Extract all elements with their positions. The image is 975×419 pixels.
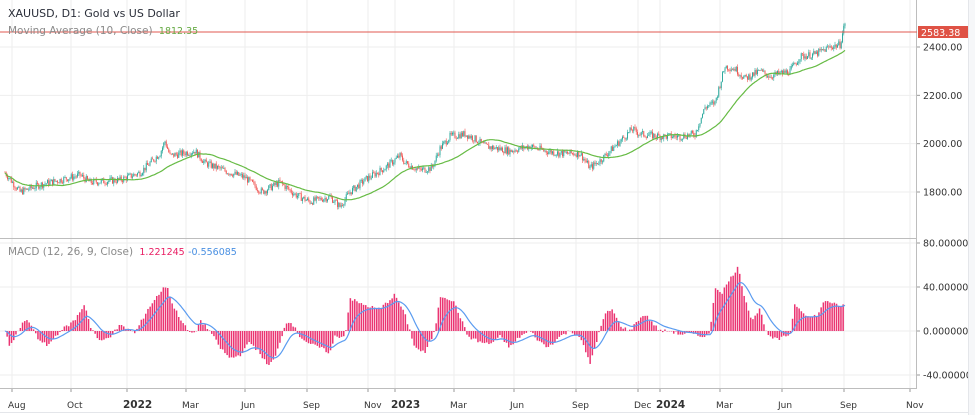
price-pane-legend: XAUUSD, D1: Gold vs US Dollar xyxy=(8,7,180,20)
macd-legend[interactable]: MACD (12, 26, 9, Close) 1.221245 -0.5560… xyxy=(8,246,237,258)
time-axis-label: Dec xyxy=(634,401,651,411)
price-axis-tick: 2400.00 xyxy=(923,43,962,54)
macd-axis-tick: 80.000000 xyxy=(923,239,974,250)
time-axis-label: Oct xyxy=(67,401,83,411)
time-axis-label: Jun xyxy=(777,401,792,411)
ma-label: Moving Average (10, Close) xyxy=(8,25,153,37)
time-axis-label: Jun xyxy=(509,401,524,411)
time-axis-label: 2024 xyxy=(656,399,685,411)
price-axis-tick: 2000.00 xyxy=(923,139,962,150)
time-axis-label: Mar xyxy=(716,401,733,411)
time-axis-label: Mar xyxy=(450,401,467,411)
macd-label: MACD (12, 26, 9, Close) xyxy=(8,246,133,258)
time-axis-label: Nov xyxy=(364,401,382,411)
symbol-title: XAUUSD, D1: Gold vs US Dollar xyxy=(8,7,180,20)
macd-axis-tick: 40.000000 xyxy=(923,283,974,294)
right-panel-edge xyxy=(968,0,975,415)
macd-axis-tick: 0.000000 xyxy=(923,327,968,338)
time-axis-label: 2023 xyxy=(391,399,420,411)
signal-value: -0.556085 xyxy=(188,247,237,258)
price-axis-tick: 1800.00 xyxy=(923,188,962,199)
time-axis-label: Sep xyxy=(303,401,320,411)
time-axis-label: Jun xyxy=(240,401,255,411)
ma-value: 1812.35 xyxy=(159,26,198,37)
time-axis-label: Sep xyxy=(840,401,857,411)
time-axis-label: Sep xyxy=(572,401,589,411)
time-axis-label: 2022 xyxy=(123,399,152,411)
time-axis-label: Nov xyxy=(906,401,924,411)
current-price-label: 2583.38 xyxy=(921,28,960,39)
time-axis-label: Mar xyxy=(182,401,199,411)
ma-legend[interactable]: Moving Average (10, Close) 1812.35 xyxy=(8,25,198,37)
price-axis-tick: 2200.00 xyxy=(923,91,962,102)
macd-value: 1.221245 xyxy=(139,247,184,258)
time-axis-label: Aug xyxy=(8,401,26,411)
